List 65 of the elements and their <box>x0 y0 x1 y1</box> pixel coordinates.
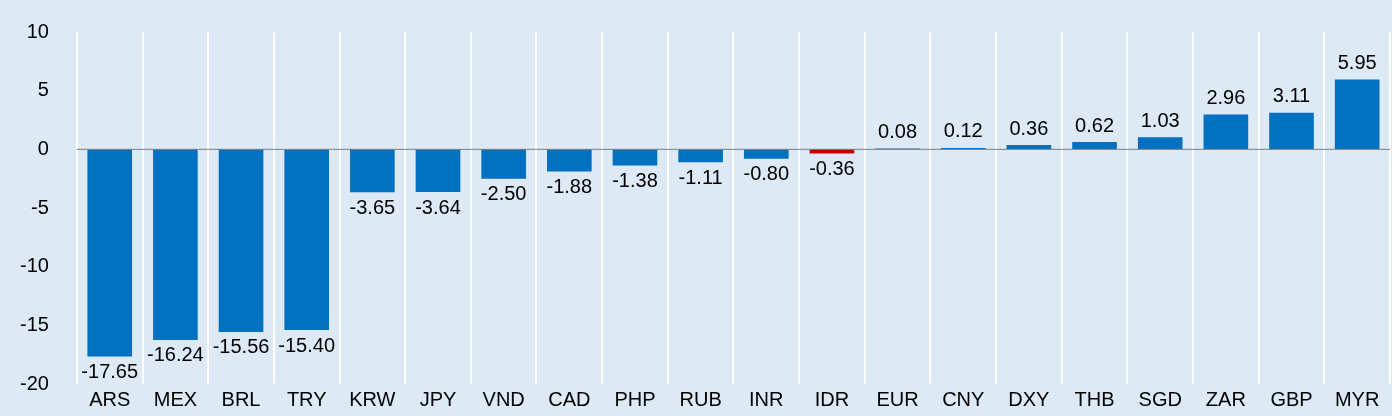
y-tick-label: 5 <box>37 78 49 101</box>
y-tick-label: -15 <box>20 312 49 335</box>
x-tick-label: SGD <box>1138 387 1182 410</box>
x-tick-label: MEX <box>153 387 198 410</box>
x-tick-label: IDR <box>814 387 850 410</box>
data-label: -16.24 <box>147 343 204 366</box>
bar <box>87 149 133 357</box>
x-tick-label: TRY <box>286 387 327 410</box>
x-tick-label: GBP <box>1270 387 1313 410</box>
data-label: -2.50 <box>480 182 527 205</box>
bar <box>481 149 526 179</box>
data-label: -0.80 <box>743 162 790 185</box>
x-tick-label: INR <box>749 387 784 410</box>
data-label: -1.88 <box>546 174 593 197</box>
bar <box>546 149 592 172</box>
x-tick-label: EUR <box>876 387 919 410</box>
x-tick-label: JPY <box>419 387 457 410</box>
bar <box>415 149 461 193</box>
bar <box>153 149 198 340</box>
x-tick-label: THB <box>1074 387 1115 410</box>
x-tick-label: MYR <box>1334 387 1380 410</box>
x-tick-label: PHP <box>614 387 656 410</box>
x-tick-label: CNY <box>942 387 985 410</box>
x-tick-label: ZAR <box>1205 387 1246 410</box>
data-label: 0.12 <box>943 119 983 142</box>
data-label: 0.62 <box>1075 113 1115 136</box>
x-tick-label: VND <box>482 387 525 410</box>
bar <box>284 149 330 331</box>
x-tick-label: ARS <box>89 387 131 410</box>
bar <box>743 149 789 159</box>
bar <box>218 149 264 332</box>
bar <box>1334 79 1380 150</box>
bar <box>678 149 723 163</box>
data-label: -17.65 <box>81 359 139 382</box>
bar <box>809 149 855 154</box>
y-tick-label: -5 <box>31 195 49 218</box>
data-label: -15.56 <box>212 335 270 358</box>
bar <box>1072 142 1117 150</box>
x-tick-label: DXY <box>1008 387 1050 410</box>
data-label: -1.38 <box>612 169 658 192</box>
data-label: 0.08 <box>878 119 918 142</box>
bar <box>350 149 395 193</box>
bar <box>1137 137 1183 150</box>
bar <box>1269 112 1314 150</box>
data-label: 5.95 <box>1337 51 1377 74</box>
y-tick-label: 10 <box>26 19 49 42</box>
bar <box>612 149 658 166</box>
data-label: -1.11 <box>678 165 723 188</box>
bar <box>1006 145 1052 150</box>
y-tick-label: -10 <box>20 254 49 277</box>
data-label: -3.65 <box>349 195 396 218</box>
data-label: 1.03 <box>1140 108 1180 131</box>
data-label: -0.36 <box>809 157 855 180</box>
x-tick-label: CAD <box>548 387 591 410</box>
x-tick-label: KRW <box>349 387 396 410</box>
data-label: -3.64 <box>415 195 461 218</box>
x-tick-label: BRL <box>221 387 261 410</box>
y-tick-label: -20 <box>20 371 49 394</box>
x-tick-label: RUB <box>679 387 722 410</box>
data-label: 0.36 <box>1009 116 1049 139</box>
data-label: 2.96 <box>1206 86 1246 109</box>
data-label: 3.11 <box>1272 84 1311 107</box>
bar <box>1203 114 1249 150</box>
y-tick-label: 0 <box>37 136 49 159</box>
data-label: -15.40 <box>278 333 336 356</box>
